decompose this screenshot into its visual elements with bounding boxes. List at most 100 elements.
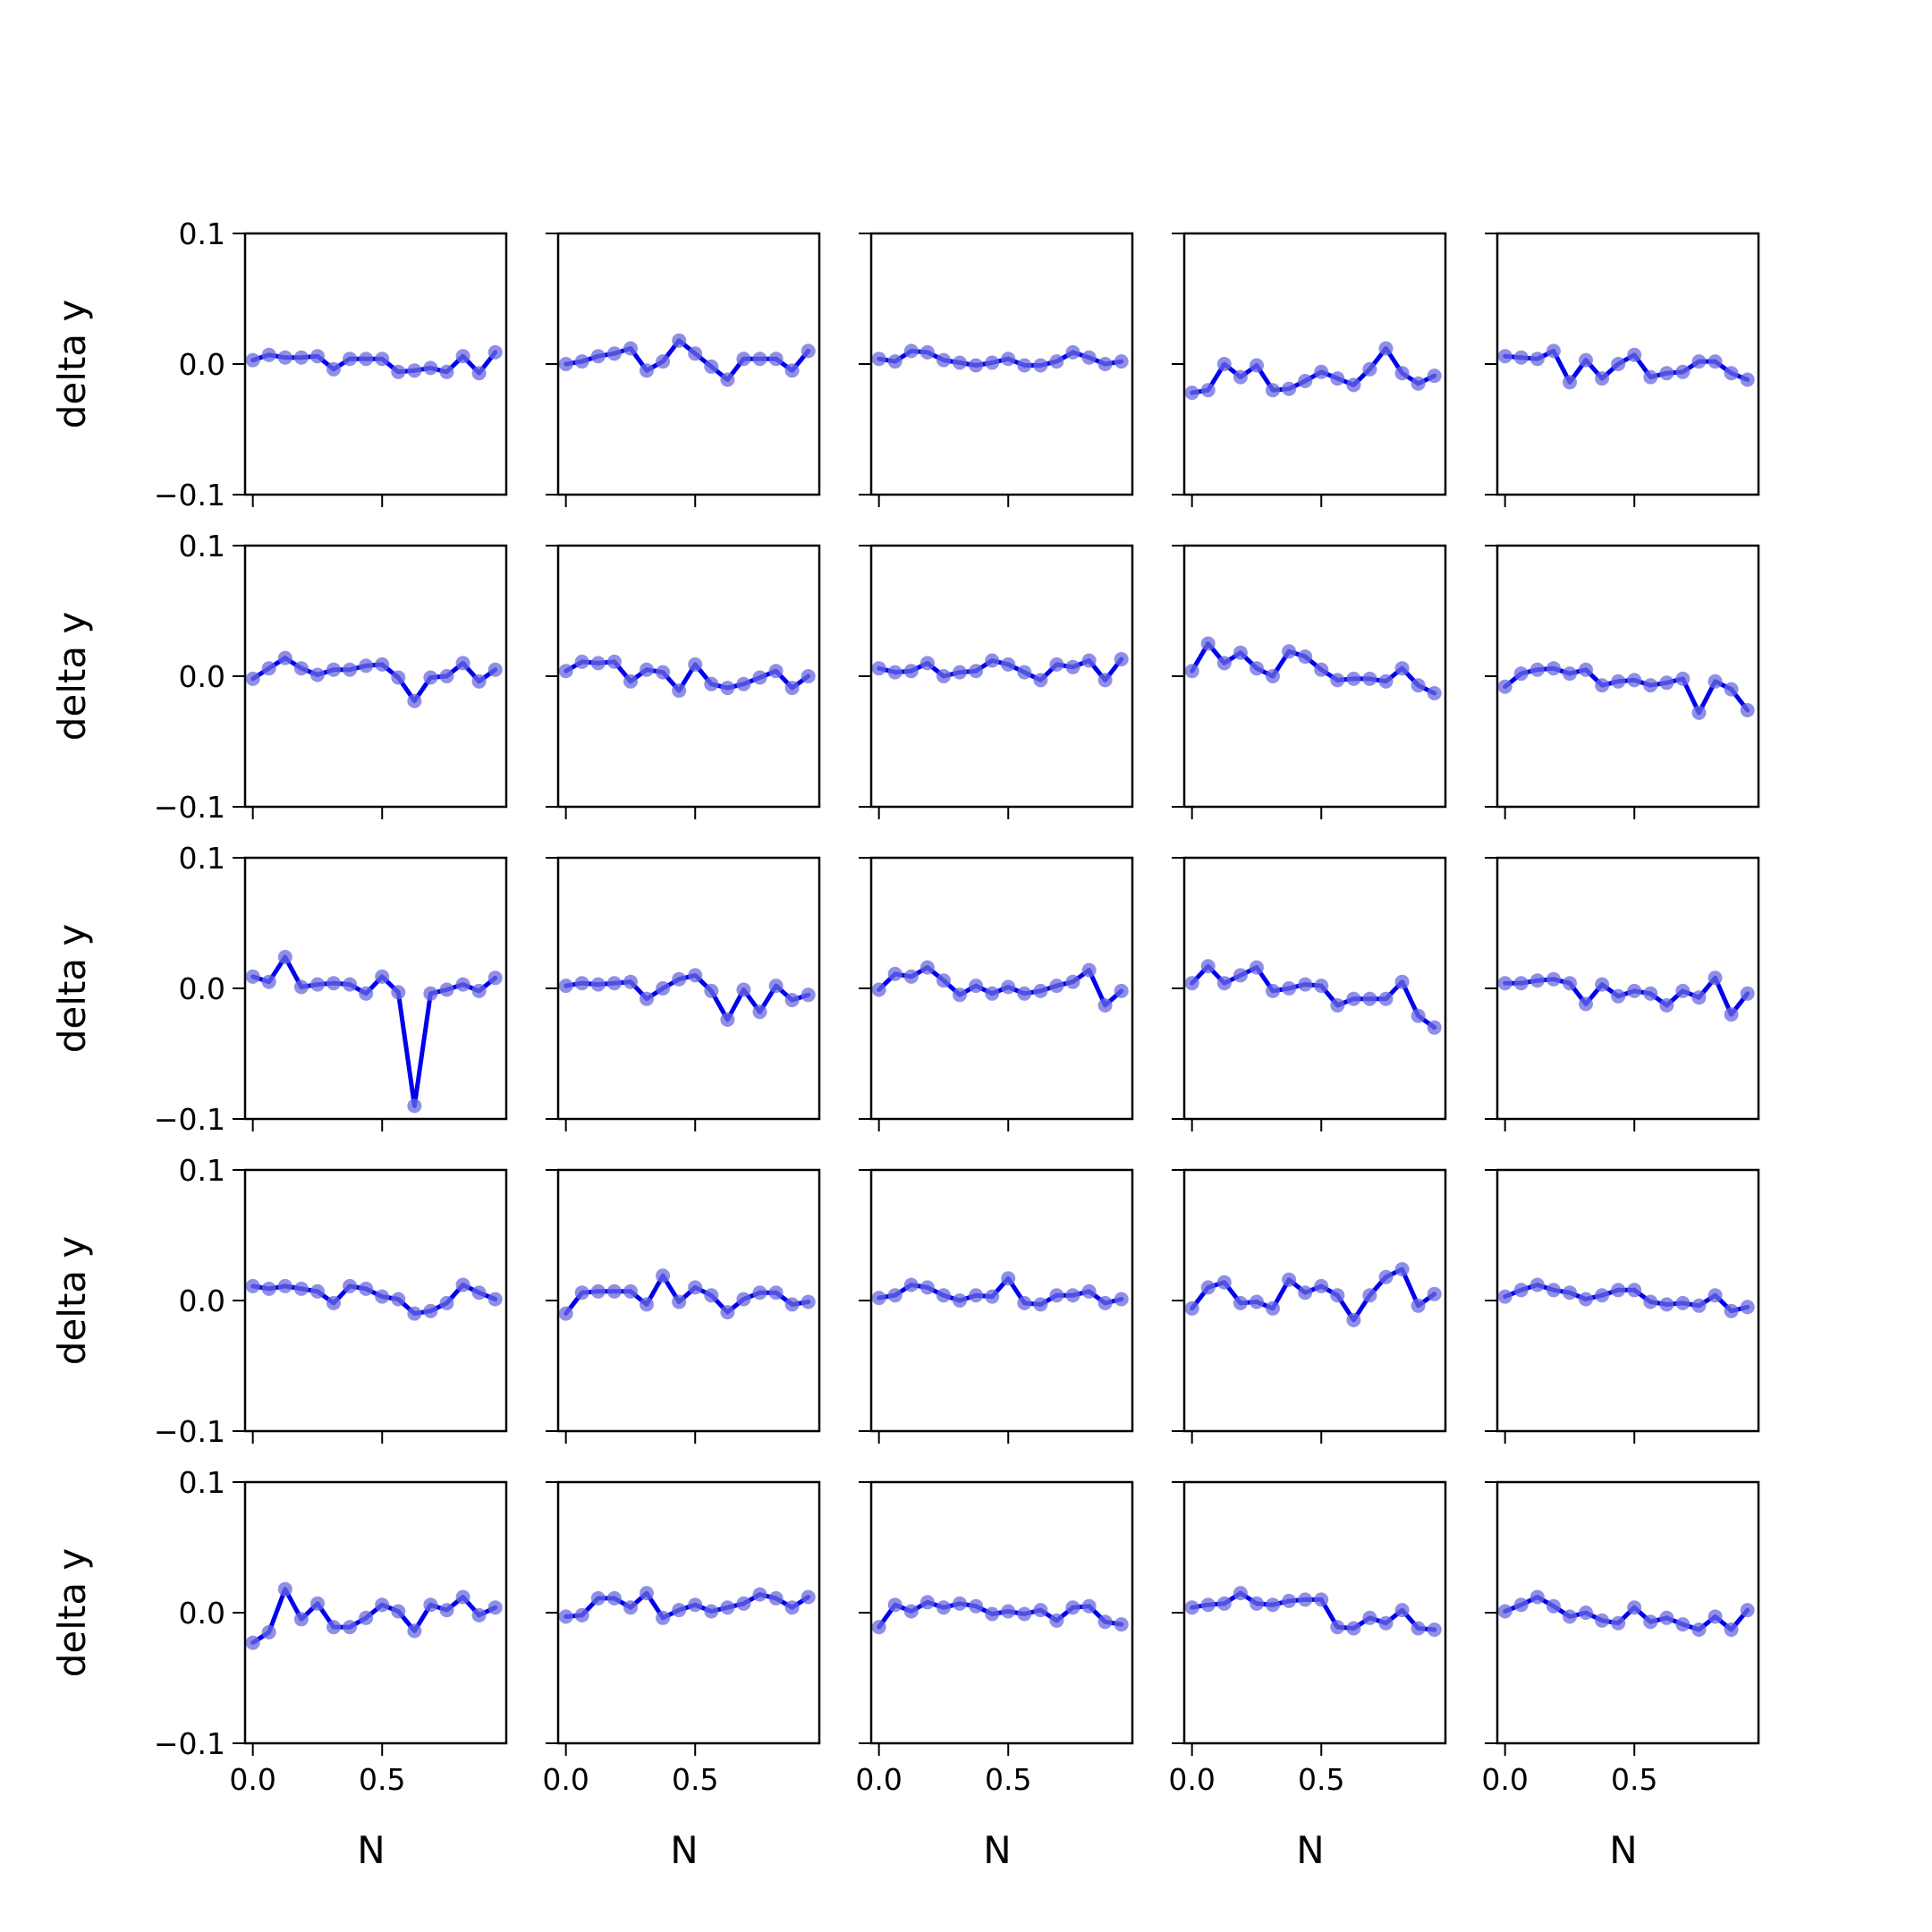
data-point (1233, 968, 1248, 983)
data-point (1427, 1623, 1442, 1637)
data-point (1200, 636, 1216, 651)
data-point (558, 1306, 573, 1321)
series-line (877, 1275, 1124, 1307)
data-point (375, 1597, 390, 1613)
data-point (1394, 974, 1410, 989)
data-point (261, 1281, 276, 1296)
data-point (1282, 1593, 1297, 1608)
data-point (1250, 1294, 1264, 1309)
data-point (1081, 962, 1097, 978)
data-point (1497, 679, 1513, 694)
data-point (1627, 673, 1642, 688)
data-point (326, 1620, 341, 1635)
data-point (871, 982, 886, 997)
data-point (887, 1288, 902, 1303)
data-point (423, 986, 438, 1001)
data-point (656, 1268, 671, 1284)
data-point (768, 1285, 784, 1301)
data-point (985, 653, 1000, 668)
data-point (1065, 1288, 1080, 1303)
data-point (1563, 1609, 1577, 1624)
series-group (558, 333, 816, 387)
panel-1-3 (859, 232, 1134, 507)
y-tick-label: −0.1 (154, 790, 225, 825)
data-point (784, 681, 800, 696)
data-point (1017, 986, 1032, 1001)
x-tick-label: 0.5 (1298, 1762, 1344, 1797)
data-point (1563, 375, 1577, 390)
data-point (1001, 1271, 1016, 1286)
data-point (1282, 1272, 1297, 1287)
data-point (391, 1604, 406, 1619)
data-point (1200, 383, 1216, 398)
data-point (407, 1098, 422, 1114)
data-point (1314, 979, 1329, 994)
series-group (1184, 341, 1442, 401)
panel-frame (1496, 544, 1760, 809)
data-point (704, 1604, 719, 1619)
data-point (1611, 1615, 1626, 1631)
data-point (1001, 979, 1016, 995)
data-point (672, 1294, 687, 1309)
data-point (1033, 1297, 1048, 1312)
data-point (1627, 1600, 1642, 1615)
y-tick-label: 0.1 (179, 1465, 225, 1500)
data-point (1065, 659, 1080, 674)
series-line (877, 348, 1124, 368)
data-point (1691, 354, 1707, 369)
data-point (887, 665, 902, 680)
data-point (640, 1297, 654, 1312)
data-point (439, 1603, 454, 1618)
data-point (969, 358, 984, 373)
data-point (1097, 998, 1113, 1013)
data-point (1724, 1303, 1739, 1318)
data-point (1724, 1007, 1739, 1022)
data-point (1330, 1288, 1345, 1303)
data-point (558, 1609, 573, 1624)
data-point (1362, 1288, 1377, 1303)
data-point (1266, 983, 1280, 998)
data-point (1184, 976, 1199, 991)
data-point (969, 1288, 984, 1303)
data-point (1378, 1615, 1394, 1631)
data-point (1184, 386, 1199, 401)
data-point (1216, 976, 1232, 991)
data-point (656, 665, 671, 680)
data-point (1595, 1288, 1610, 1303)
data-point (969, 1598, 984, 1614)
data-point (471, 1607, 487, 1623)
panel-frame (869, 1168, 1134, 1433)
data-point (606, 654, 622, 669)
data-point (1643, 678, 1658, 693)
data-point (919, 656, 935, 671)
data-point (1233, 1295, 1248, 1310)
data-point (623, 974, 638, 989)
series-group (558, 654, 816, 699)
data-point (1595, 371, 1610, 386)
data-point (1001, 657, 1016, 672)
data-point (1546, 343, 1561, 359)
data-point (423, 670, 438, 685)
data-point (1033, 983, 1048, 998)
data-point (887, 354, 902, 369)
data-point (784, 1297, 800, 1312)
data-point (953, 1293, 967, 1308)
data-point (1627, 347, 1642, 362)
data-point (1017, 358, 1032, 373)
data-point (1346, 377, 1361, 393)
data-point (752, 1587, 767, 1602)
data-point (1579, 662, 1593, 677)
data-point (1513, 1283, 1529, 1298)
panel-5-2: 0.0 0.5 N (542, 1480, 821, 1872)
x-axis-label: N (357, 1828, 385, 1872)
y-tick-label: −0.1 (154, 1102, 225, 1137)
data-point (936, 1288, 951, 1303)
series-group (871, 652, 1129, 688)
data-point (752, 352, 767, 367)
data-point (801, 343, 816, 359)
panel-frame (1182, 544, 1447, 809)
data-point (1346, 1312, 1361, 1327)
series-group (1184, 636, 1442, 700)
data-point (590, 1590, 606, 1606)
data-point (407, 693, 422, 708)
